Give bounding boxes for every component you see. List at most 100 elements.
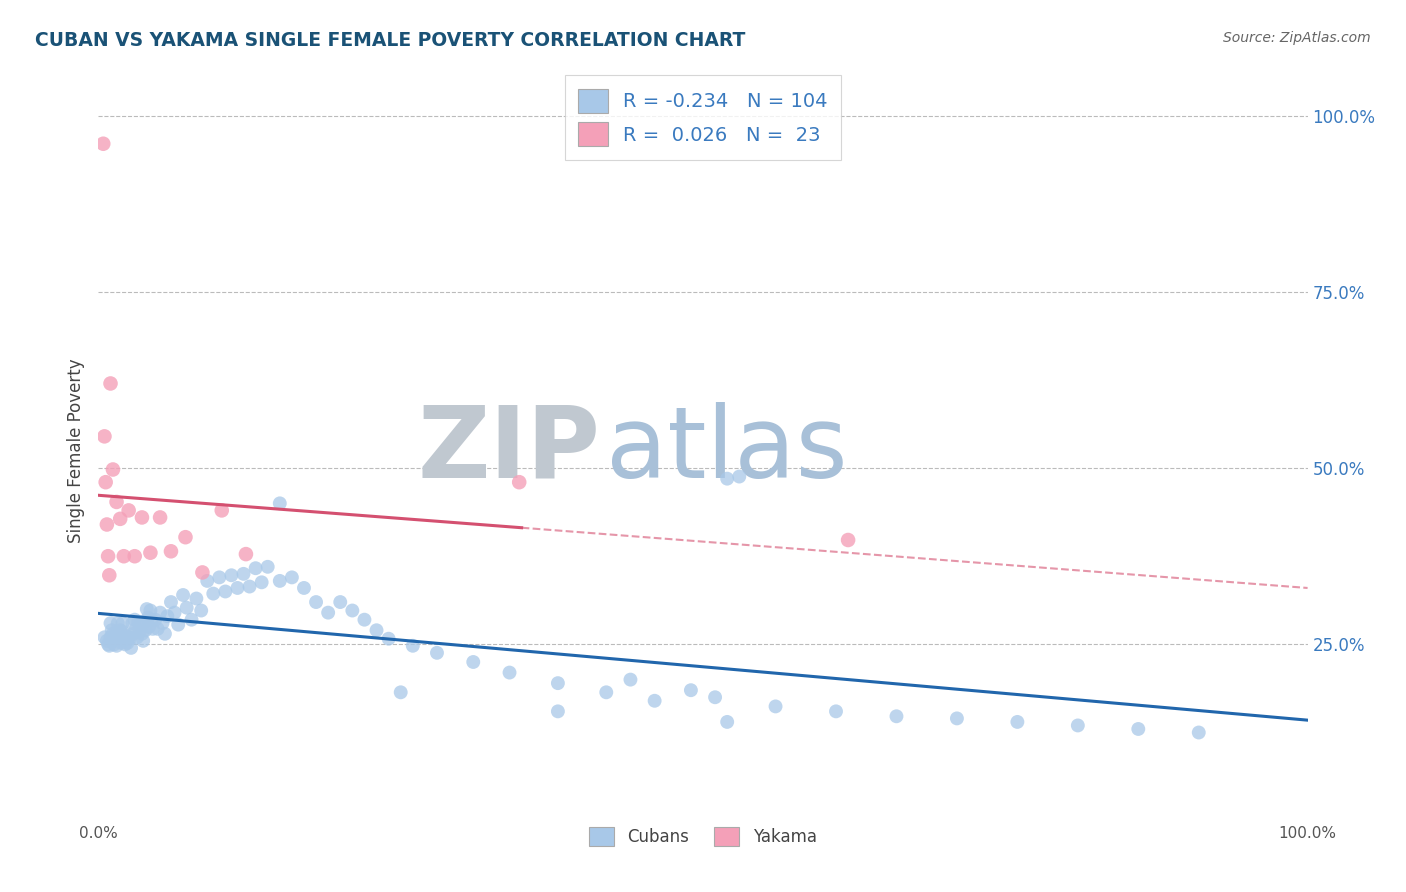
Point (103, 637, 125, 651)
Point (96, 633, 118, 648)
Point (124, 613, 146, 627)
Point (135, 624, 157, 638)
Point (235, 547, 257, 561)
Point (149, 606, 172, 620)
Point (108, 512, 131, 526)
Point (214, 584, 236, 599)
Point (547, 676, 569, 690)
Point (353, 613, 375, 627)
Point (124, 549, 146, 564)
Point (728, 469, 751, 483)
Text: CUBAN VS YAKAMA SINGLE FEMALE POVERTY CORRELATION CHART: CUBAN VS YAKAMA SINGLE FEMALE POVERTY CO… (35, 31, 745, 50)
Point (167, 617, 190, 632)
Point (131, 627, 153, 641)
Point (160, 595, 183, 609)
Legend: Cubans, Yakama: Cubans, Yakama (582, 821, 824, 853)
Point (163, 606, 186, 620)
Point (1007, 714, 1029, 729)
Point (1188, 725, 1211, 739)
Point (619, 673, 641, 687)
Point (135, 602, 157, 616)
Point (98, 568, 121, 582)
Point (498, 665, 520, 680)
Point (120, 640, 142, 655)
Point (305, 595, 328, 609)
Point (141, 613, 163, 627)
Point (156, 609, 179, 624)
Point (211, 503, 233, 517)
Point (174, 530, 197, 544)
Point (239, 580, 262, 594)
Point (366, 624, 388, 638)
Point (127, 615, 149, 629)
Point (716, 472, 738, 486)
Point (94, 475, 117, 490)
Point (172, 588, 194, 602)
Point (129, 617, 152, 632)
Point (143, 613, 166, 627)
Point (389, 685, 412, 699)
Point (245, 561, 267, 575)
Point (1067, 718, 1090, 732)
Text: atlas: atlas (606, 402, 848, 499)
Point (105, 632, 128, 646)
Point (837, 533, 859, 547)
Point (426, 646, 449, 660)
Point (111, 624, 134, 639)
Point (256, 559, 278, 574)
Point (547, 704, 569, 718)
Point (142, 622, 165, 636)
Point (100, 616, 122, 631)
Point (138, 620, 160, 634)
Point (132, 633, 155, 648)
Point (134, 615, 156, 629)
Point (127, 630, 149, 644)
Point (595, 685, 617, 699)
Point (105, 495, 128, 509)
Point (508, 475, 530, 490)
Point (108, 624, 131, 638)
Point (96, 517, 118, 532)
Point (118, 632, 141, 646)
Text: Source: ZipAtlas.com: Source: ZipAtlas.com (1223, 31, 1371, 45)
Point (93, 630, 115, 644)
Point (269, 496, 291, 510)
Point (152, 616, 174, 631)
Point (221, 568, 243, 582)
Point (149, 510, 172, 524)
Point (232, 566, 254, 581)
Point (226, 581, 249, 595)
Point (108, 627, 131, 641)
Point (98, 639, 121, 653)
Point (1128, 722, 1150, 736)
Point (115, 629, 138, 643)
Point (125, 622, 148, 636)
Point (93, 429, 115, 443)
Point (195, 574, 218, 588)
Point (716, 714, 738, 729)
Point (118, 503, 141, 517)
Point (886, 709, 908, 723)
Point (108, 632, 131, 646)
Point (146, 622, 169, 636)
Point (100, 624, 122, 638)
Point (191, 566, 214, 580)
Text: ZIP: ZIP (418, 402, 600, 499)
Point (946, 711, 969, 725)
Point (122, 627, 145, 641)
Point (118, 630, 141, 644)
Point (180, 613, 202, 627)
Point (463, 655, 485, 669)
Point (114, 637, 136, 651)
Point (377, 632, 399, 646)
Point (101, 633, 124, 648)
Point (825, 704, 848, 718)
Point (105, 639, 128, 653)
Point (101, 627, 124, 641)
Point (111, 616, 134, 631)
Point (97, 637, 120, 651)
Point (100, 630, 122, 644)
Point (208, 570, 231, 584)
Point (139, 603, 162, 617)
Point (176, 600, 198, 615)
